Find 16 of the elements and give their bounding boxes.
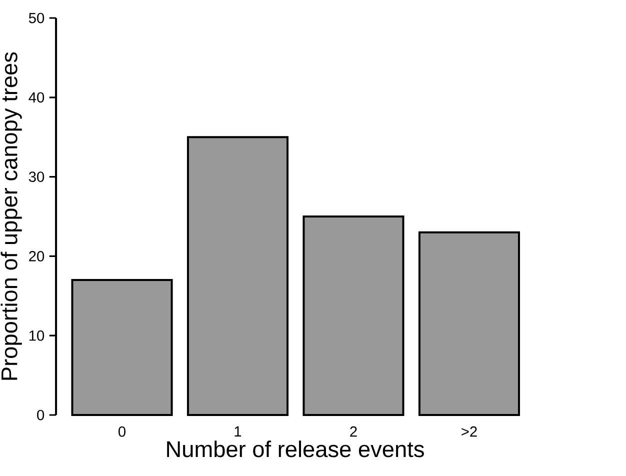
y-axis-title: Proportion of upper canopy trees bbox=[0, 52, 22, 380]
y-tick-label: 0 bbox=[37, 410, 44, 420]
y-tick-label: 50 bbox=[28, 12, 44, 24]
y-tick-label: 30 bbox=[28, 172, 44, 182]
y-tick-label: 10 bbox=[29, 330, 44, 341]
bar bbox=[186, 136, 289, 416]
y-tick-label: 20 bbox=[29, 251, 44, 262]
bar bbox=[418, 231, 520, 416]
x-tick-label: >2 bbox=[462, 426, 477, 437]
y-tick-label: 40 bbox=[28, 92, 44, 103]
bar bbox=[302, 216, 404, 416]
x-tick-label: 2 bbox=[350, 426, 357, 437]
bar bbox=[71, 279, 173, 416]
x-axis-title: Number of release events bbox=[167, 440, 424, 458]
x-tick-label: 1 bbox=[234, 426, 242, 436]
x-tick-label: 0 bbox=[118, 426, 126, 437]
